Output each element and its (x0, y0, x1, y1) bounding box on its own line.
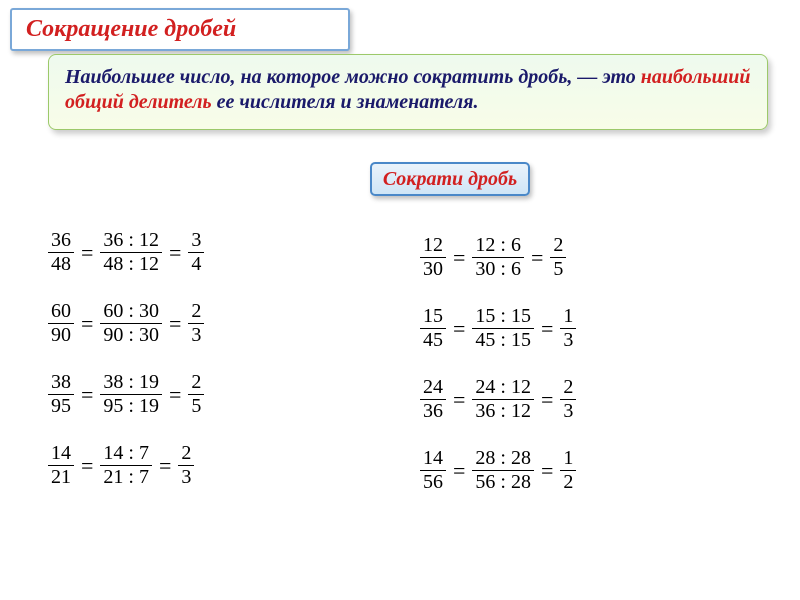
fraction: 60 : 3090 : 30 (100, 301, 162, 346)
equals-sign: = (446, 316, 472, 342)
fraction: 6090 (48, 301, 74, 346)
rule-text: Наибольшее число, на которое можно сокра… (65, 66, 751, 113)
fraction: 15 : 1545 : 15 (472, 306, 534, 351)
equals-sign: = (152, 453, 178, 479)
fraction: 2436 (420, 377, 446, 422)
fraction: 23 (188, 301, 204, 346)
fraction: 23 (560, 377, 576, 422)
rule-pre: Наибольшее число, на которое можно сокра… (65, 66, 641, 88)
title-box: Сокращение дробей (10, 8, 350, 51)
fraction: 1456 (420, 448, 446, 493)
equals-sign: = (446, 387, 472, 413)
right-column: 1230 = 12 : 630 : 6 = 25 1545 = 15 : 154… (420, 235, 576, 519)
equals-sign: = (74, 311, 100, 337)
equals-sign: = (534, 316, 560, 342)
equals-sign: = (534, 387, 560, 413)
page-title: Сокращение дробей (26, 16, 236, 42)
fraction: 38 : 1995 : 19 (100, 372, 162, 417)
fraction: 1545 (420, 306, 446, 351)
equation-row: 3895 = 38 : 1995 : 19 = 25 (48, 372, 204, 417)
equation-row: 1456 = 28 : 2856 : 28 = 12 (420, 448, 576, 493)
rule-post: ее числителя и знаменателя. (212, 91, 479, 113)
subtitle: Сократи дробь (383, 168, 517, 190)
equation-row: 1421 = 14 : 721 : 7 = 23 (48, 443, 204, 488)
rule-box: Наибольшее число, на которое можно сокра… (48, 54, 768, 130)
fraction: 28 : 2856 : 28 (472, 448, 534, 493)
equals-sign: = (74, 240, 100, 266)
equation-row: 6090 = 60 : 3090 : 30 = 23 (48, 301, 204, 346)
equation-row: 2436 = 24 : 1236 : 12 = 23 (420, 377, 576, 422)
equation-row: 3648 = 36 : 1248 : 12 = 34 (48, 230, 204, 275)
equals-sign: = (74, 453, 100, 479)
equals-sign: = (524, 245, 550, 271)
equals-sign: = (162, 240, 188, 266)
subtitle-box: Сократи дробь (370, 162, 530, 196)
fraction: 12 : 630 : 6 (472, 235, 524, 280)
fraction: 25 (550, 235, 566, 280)
equals-sign: = (446, 458, 472, 484)
fraction: 24 : 1236 : 12 (472, 377, 534, 422)
fraction: 13 (560, 306, 576, 351)
fraction: 1421 (48, 443, 74, 488)
equals-sign: = (74, 382, 100, 408)
fraction: 3648 (48, 230, 74, 275)
equals-sign: = (162, 382, 188, 408)
fraction: 12 (560, 448, 576, 493)
equals-sign: = (162, 311, 188, 337)
left-column: 3648 = 36 : 1248 : 12 = 34 6090 = 60 : 3… (48, 230, 204, 514)
equals-sign: = (534, 458, 560, 484)
equation-row: 1545 = 15 : 1545 : 15 = 13 (420, 306, 576, 351)
equation-row: 1230 = 12 : 630 : 6 = 25 (420, 235, 576, 280)
fraction: 1230 (420, 235, 446, 280)
fraction: 3895 (48, 372, 74, 417)
fraction: 36 : 1248 : 12 (100, 230, 162, 275)
fraction: 25 (188, 372, 204, 417)
fraction: 14 : 721 : 7 (100, 443, 152, 488)
fraction: 23 (178, 443, 194, 488)
equals-sign: = (446, 245, 472, 271)
fraction: 34 (188, 230, 204, 275)
